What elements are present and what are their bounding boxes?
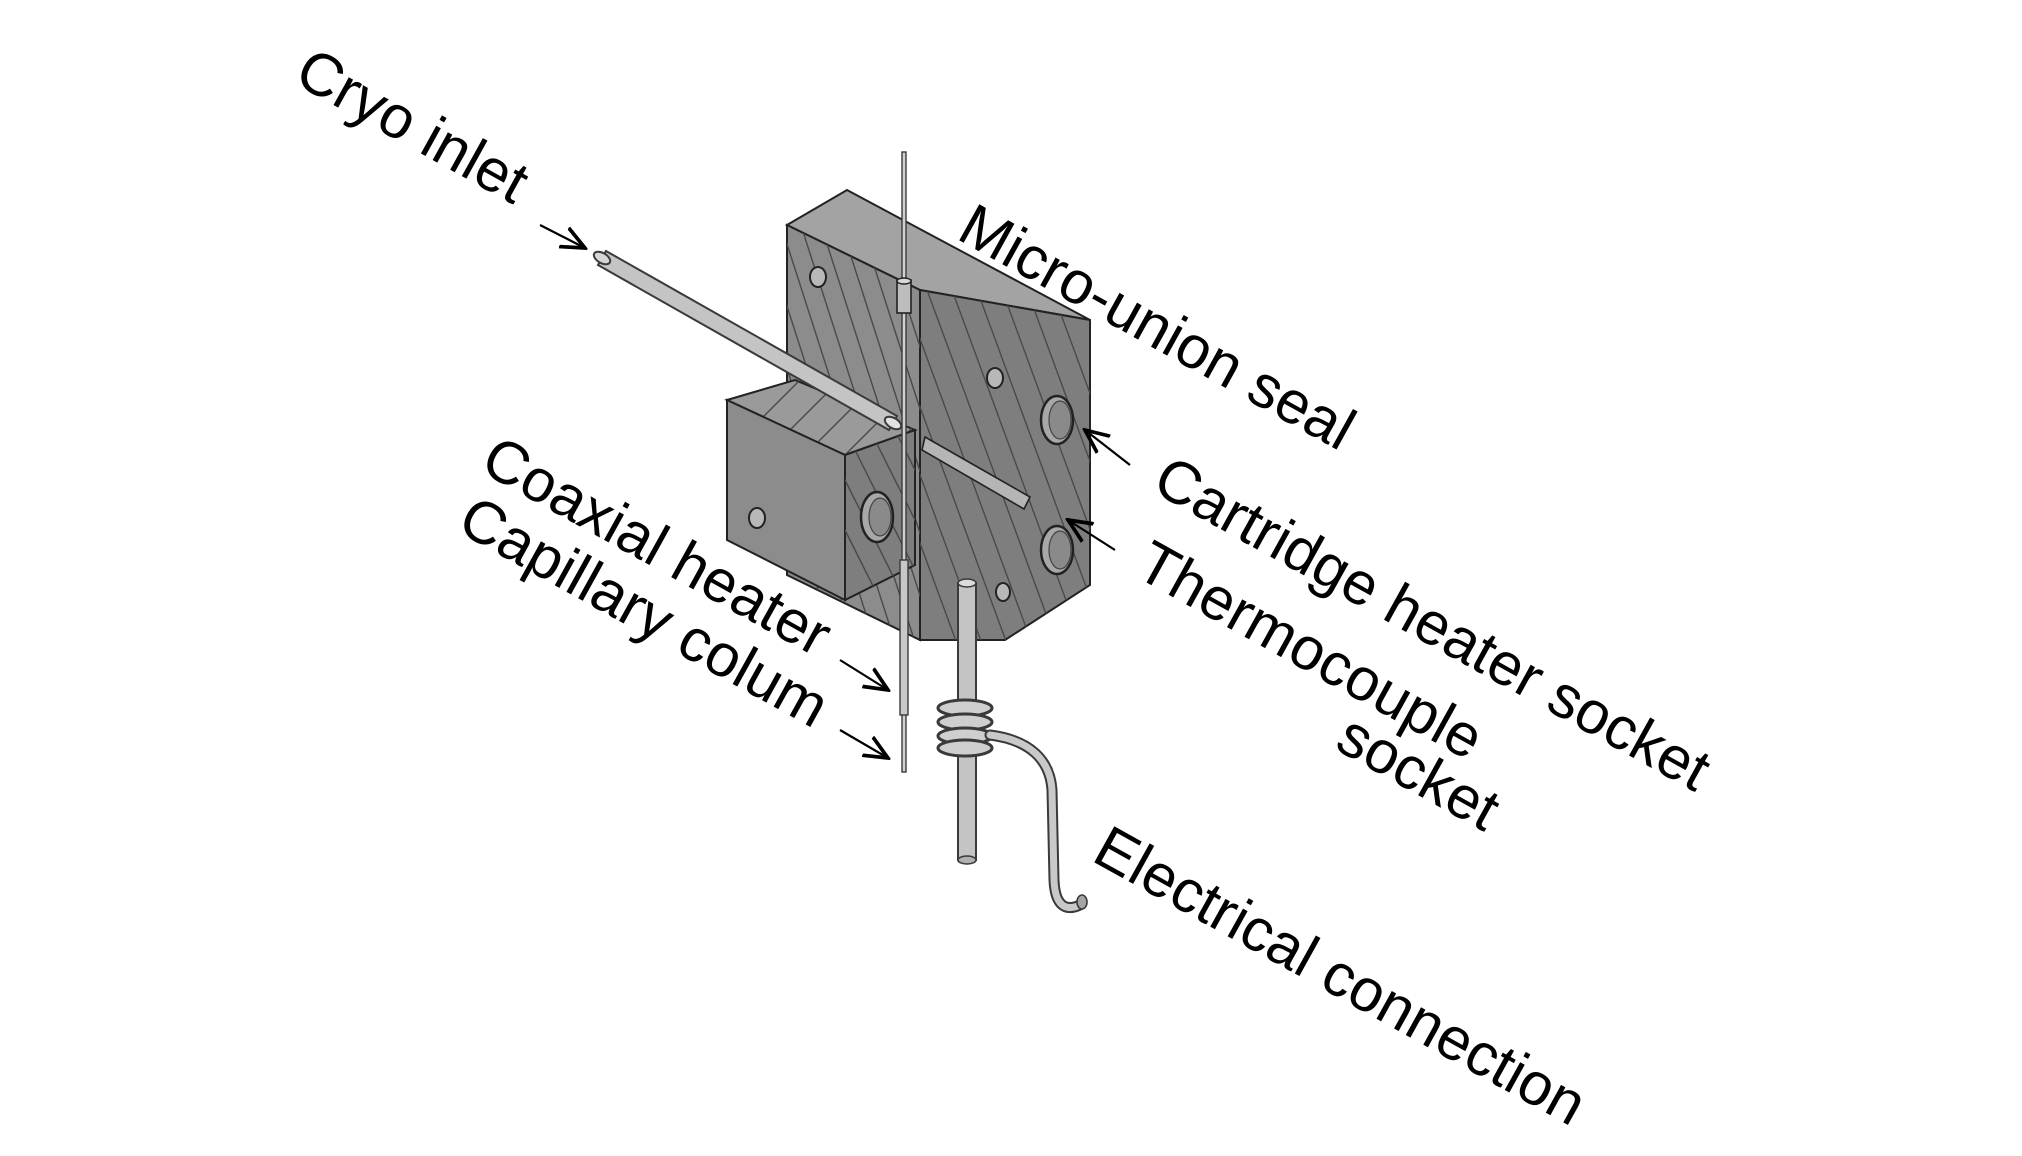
mounting-hole-icon [986,367,1004,389]
coaxial-heater-sheath [899,559,909,716]
cryo-inlet-tube [592,249,903,432]
heater-coil [936,698,994,758]
annotation-arrows [539,224,1131,758]
cartridge-heater-arrow [1085,430,1131,466]
mounting-hole-icon [809,266,827,288]
label-electrical-connection: Electrical connection [1084,813,1598,1138]
thermocouple-socket-inner-icon [1048,530,1072,570]
micro-union-seal [896,277,912,314]
mounting-hole-icon [995,582,1011,602]
block-channel [921,435,1032,511]
coaxial-heater-arrow [839,659,888,690]
thermocouple-arrow [1068,520,1116,551]
cartridge-heater-socket-inner-icon [1048,400,1072,440]
secondary-heater-block [724,378,918,602]
small-block-socket-inner-icon [868,497,892,537]
label-cryo-inlet: Cryo inlet [286,35,540,217]
capillary-colum-arrow [839,729,888,758]
electrical-connection-lead [936,578,1088,914]
mounting-hole-icon [748,507,766,529]
capillary-column [901,151,907,773]
cryo-inlet-arrow [539,224,585,248]
